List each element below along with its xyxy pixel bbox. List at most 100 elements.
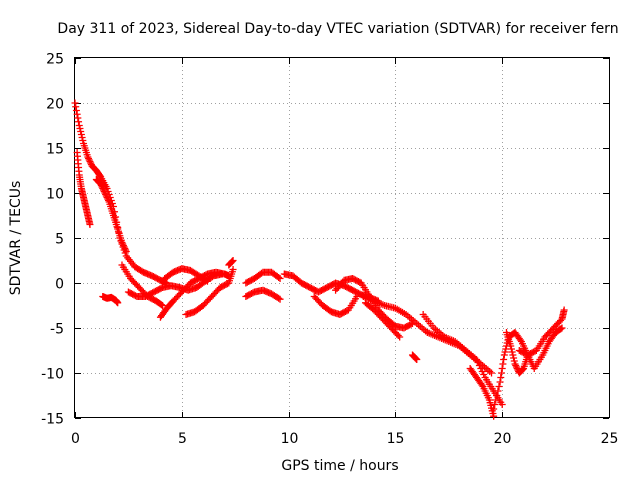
x-tick-label: 20 (494, 431, 512, 447)
data-point (73, 110, 81, 118)
x-tick-label: 15 (387, 431, 405, 447)
data-point (78, 134, 86, 141)
data-point (97, 182, 105, 189)
x-tick-label: 10 (281, 431, 299, 447)
data-point (100, 188, 108, 195)
data-point (75, 122, 83, 129)
data-point (516, 336, 524, 344)
data-point (275, 273, 283, 281)
data-point (85, 155, 93, 162)
series-track-9 (161, 265, 211, 285)
data-point (412, 355, 420, 363)
series-track-11 (242, 268, 284, 287)
data-point (498, 401, 506, 408)
data-point (103, 194, 111, 201)
data-point (480, 371, 488, 378)
data-point (97, 180, 105, 188)
data-point (122, 246, 130, 254)
data-point (512, 363, 520, 371)
y-tick-label: 0 (55, 277, 64, 293)
data-point (497, 374, 505, 381)
series-track-17 (361, 299, 404, 341)
data-point (77, 131, 85, 138)
data-point (87, 159, 95, 167)
y-tick-label: -15 (41, 412, 64, 428)
data-point (411, 354, 419, 362)
data-point (76, 125, 84, 132)
chart-title: Day 311 of 2023, Sidereal Day-to-day VTE… (57, 21, 618, 37)
data-point (159, 302, 167, 309)
data-point (496, 378, 504, 386)
data-point (557, 325, 565, 333)
data-point (85, 156, 93, 164)
data-point (276, 275, 284, 282)
y-tick-label: 10 (46, 187, 64, 203)
data-point (275, 294, 283, 302)
data-point (493, 392, 501, 399)
data-point (500, 351, 508, 359)
axis-ticks (75, 58, 610, 419)
data-point (497, 369, 505, 377)
series-track-19 (419, 311, 506, 408)
data-point (491, 401, 499, 408)
data-point (478, 368, 486, 375)
data-point (101, 189, 109, 197)
data-point (122, 248, 130, 255)
data-point (98, 183, 106, 191)
data-point (510, 354, 518, 362)
data-point (118, 239, 126, 246)
data-point (86, 221, 94, 228)
series-track-16 (359, 293, 431, 336)
data-point (508, 348, 516, 356)
data-point (74, 114, 82, 122)
data-point (79, 137, 87, 144)
data-point (501, 348, 509, 356)
data-point (519, 365, 527, 373)
x-tick-label: 0 (71, 431, 80, 447)
data-point (511, 360, 519, 368)
y-tick-label: 5 (55, 232, 64, 248)
data-point (229, 257, 237, 264)
data-point (84, 153, 92, 161)
series-track-2 (73, 149, 94, 228)
data-point (102, 191, 110, 198)
data-point (507, 345, 515, 353)
series-track-20 (423, 329, 496, 377)
data-point (119, 240, 127, 248)
data-point (102, 192, 110, 200)
x-tick-label: 25 (601, 431, 619, 447)
series-track-21 (466, 365, 498, 420)
data-point (396, 333, 404, 341)
data-point (99, 185, 107, 192)
data-point (560, 306, 568, 314)
data-point (86, 158, 94, 165)
data-point (158, 301, 166, 309)
data-point (488, 369, 496, 377)
data-point (513, 365, 521, 372)
series-track-3 (92, 176, 130, 255)
data-point (203, 277, 211, 285)
y-tick-label: 15 (46, 142, 64, 158)
data-point (353, 293, 361, 300)
series-track-10 (225, 257, 237, 269)
data-point (99, 186, 107, 194)
data-point (75, 118, 83, 126)
x-axis-label: GPS time / hours (281, 458, 398, 474)
data-point (500, 356, 508, 363)
x-tick-labels: 0 5 10 15 20 25 (71, 431, 618, 447)
data-point (229, 266, 237, 273)
data-point (276, 295, 284, 303)
series-track-14 (310, 293, 361, 318)
data-point (518, 366, 526, 374)
data-point (202, 276, 210, 284)
data-point (77, 128, 85, 135)
data-point (498, 365, 506, 372)
x-tick-label: 5 (178, 431, 187, 447)
y-tick-label: 25 (46, 52, 64, 68)
data-point (507, 342, 515, 350)
series-track-18 (408, 351, 421, 363)
data-point (512, 362, 520, 369)
data-point (121, 245, 129, 252)
y-tick-label: -10 (41, 367, 64, 383)
